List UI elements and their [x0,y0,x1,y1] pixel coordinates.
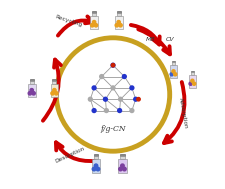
Polygon shape [92,159,100,174]
Circle shape [110,63,115,68]
Circle shape [96,167,99,171]
Circle shape [136,98,140,101]
FancyArrowPatch shape [58,16,93,36]
Circle shape [94,164,97,167]
Circle shape [133,97,138,102]
Circle shape [94,24,97,27]
FancyArrowPatch shape [43,60,61,121]
Circle shape [92,20,95,24]
Polygon shape [114,16,122,29]
Text: Recycling: Recycling [54,14,82,28]
Circle shape [91,85,96,91]
Circle shape [171,70,174,73]
Circle shape [188,82,191,85]
Circle shape [121,74,126,79]
Circle shape [120,164,124,167]
Circle shape [169,73,173,76]
Circle shape [117,97,123,102]
Polygon shape [94,156,98,159]
Polygon shape [30,79,34,81]
FancyArrowPatch shape [138,29,169,54]
Circle shape [30,88,33,92]
Circle shape [51,92,54,95]
Polygon shape [120,154,124,156]
Polygon shape [90,16,98,29]
FancyArrowPatch shape [163,82,184,143]
Circle shape [129,85,134,91]
Polygon shape [116,13,120,16]
Polygon shape [188,75,195,88]
Circle shape [190,79,193,82]
Circle shape [129,108,134,113]
Polygon shape [52,79,56,81]
Circle shape [32,92,35,95]
Circle shape [111,64,114,67]
Circle shape [115,24,118,27]
Text: f/g-CN: f/g-CN [100,125,125,133]
Circle shape [122,167,126,171]
Polygon shape [116,11,120,13]
Circle shape [92,167,95,171]
Circle shape [117,108,122,113]
Text: Adsorption: Adsorption [177,97,187,129]
Polygon shape [28,84,36,98]
Circle shape [118,24,122,27]
Polygon shape [171,62,175,65]
Circle shape [52,88,56,92]
Polygon shape [94,154,98,156]
Circle shape [103,108,108,113]
Polygon shape [30,81,34,84]
Circle shape [87,97,92,102]
Circle shape [192,82,195,85]
Circle shape [117,20,120,24]
Circle shape [99,74,104,79]
Polygon shape [169,65,176,78]
Text: Desorption: Desorption [54,146,85,164]
Text: MB: MB [145,37,155,42]
Text: CV: CV [165,37,173,42]
Polygon shape [92,11,96,13]
Circle shape [110,85,115,91]
Circle shape [118,167,122,171]
Polygon shape [92,13,96,16]
Polygon shape [190,72,194,75]
FancyArrowPatch shape [130,25,159,44]
Circle shape [54,92,58,95]
Polygon shape [118,159,126,174]
Circle shape [90,24,93,27]
Polygon shape [190,70,194,72]
FancyArrowPatch shape [56,142,95,161]
Polygon shape [171,61,175,62]
Circle shape [28,92,31,95]
Circle shape [102,97,108,102]
Polygon shape [120,156,124,159]
Circle shape [91,108,96,113]
Polygon shape [50,84,58,98]
Circle shape [173,73,176,76]
Polygon shape [52,81,56,84]
